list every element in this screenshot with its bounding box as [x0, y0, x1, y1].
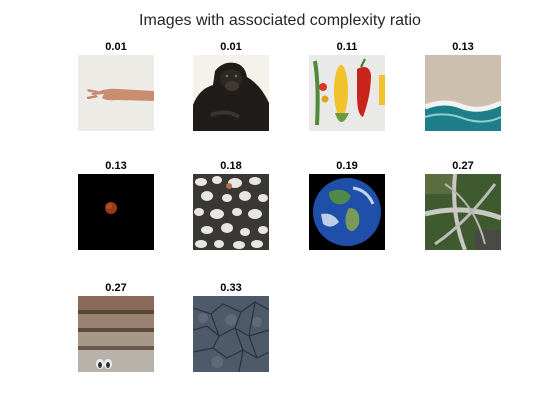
- ratio-label: 0.18: [220, 160, 242, 172]
- stone-steps-image: [78, 296, 154, 372]
- ratio-label: 0.01: [220, 41, 242, 53]
- earth-image: [309, 174, 385, 250]
- lunar-eclipse-image: [78, 174, 154, 250]
- ratio-label: 0.27: [452, 160, 474, 172]
- ratio-label: 0.11: [336, 41, 358, 53]
- beach-waves-image: [425, 55, 501, 131]
- ratio-label: 0.33: [220, 282, 242, 294]
- gorilla-image: [193, 55, 269, 131]
- ratio-label: 0.13: [452, 41, 474, 53]
- ratio-label: 0.27: [105, 282, 127, 294]
- cracked-ground-image: [193, 296, 269, 372]
- vegetables-image: [309, 55, 385, 131]
- figure-title: Images with associated complexity ratio: [139, 12, 421, 29]
- highway-interchange-image: [425, 174, 501, 250]
- hand-image: [78, 55, 154, 131]
- ratio-label: 0.13: [105, 160, 127, 172]
- ratio-label: 0.19: [336, 160, 358, 172]
- pebbles-image: [193, 174, 269, 250]
- ratio-label: 0.01: [105, 41, 127, 53]
